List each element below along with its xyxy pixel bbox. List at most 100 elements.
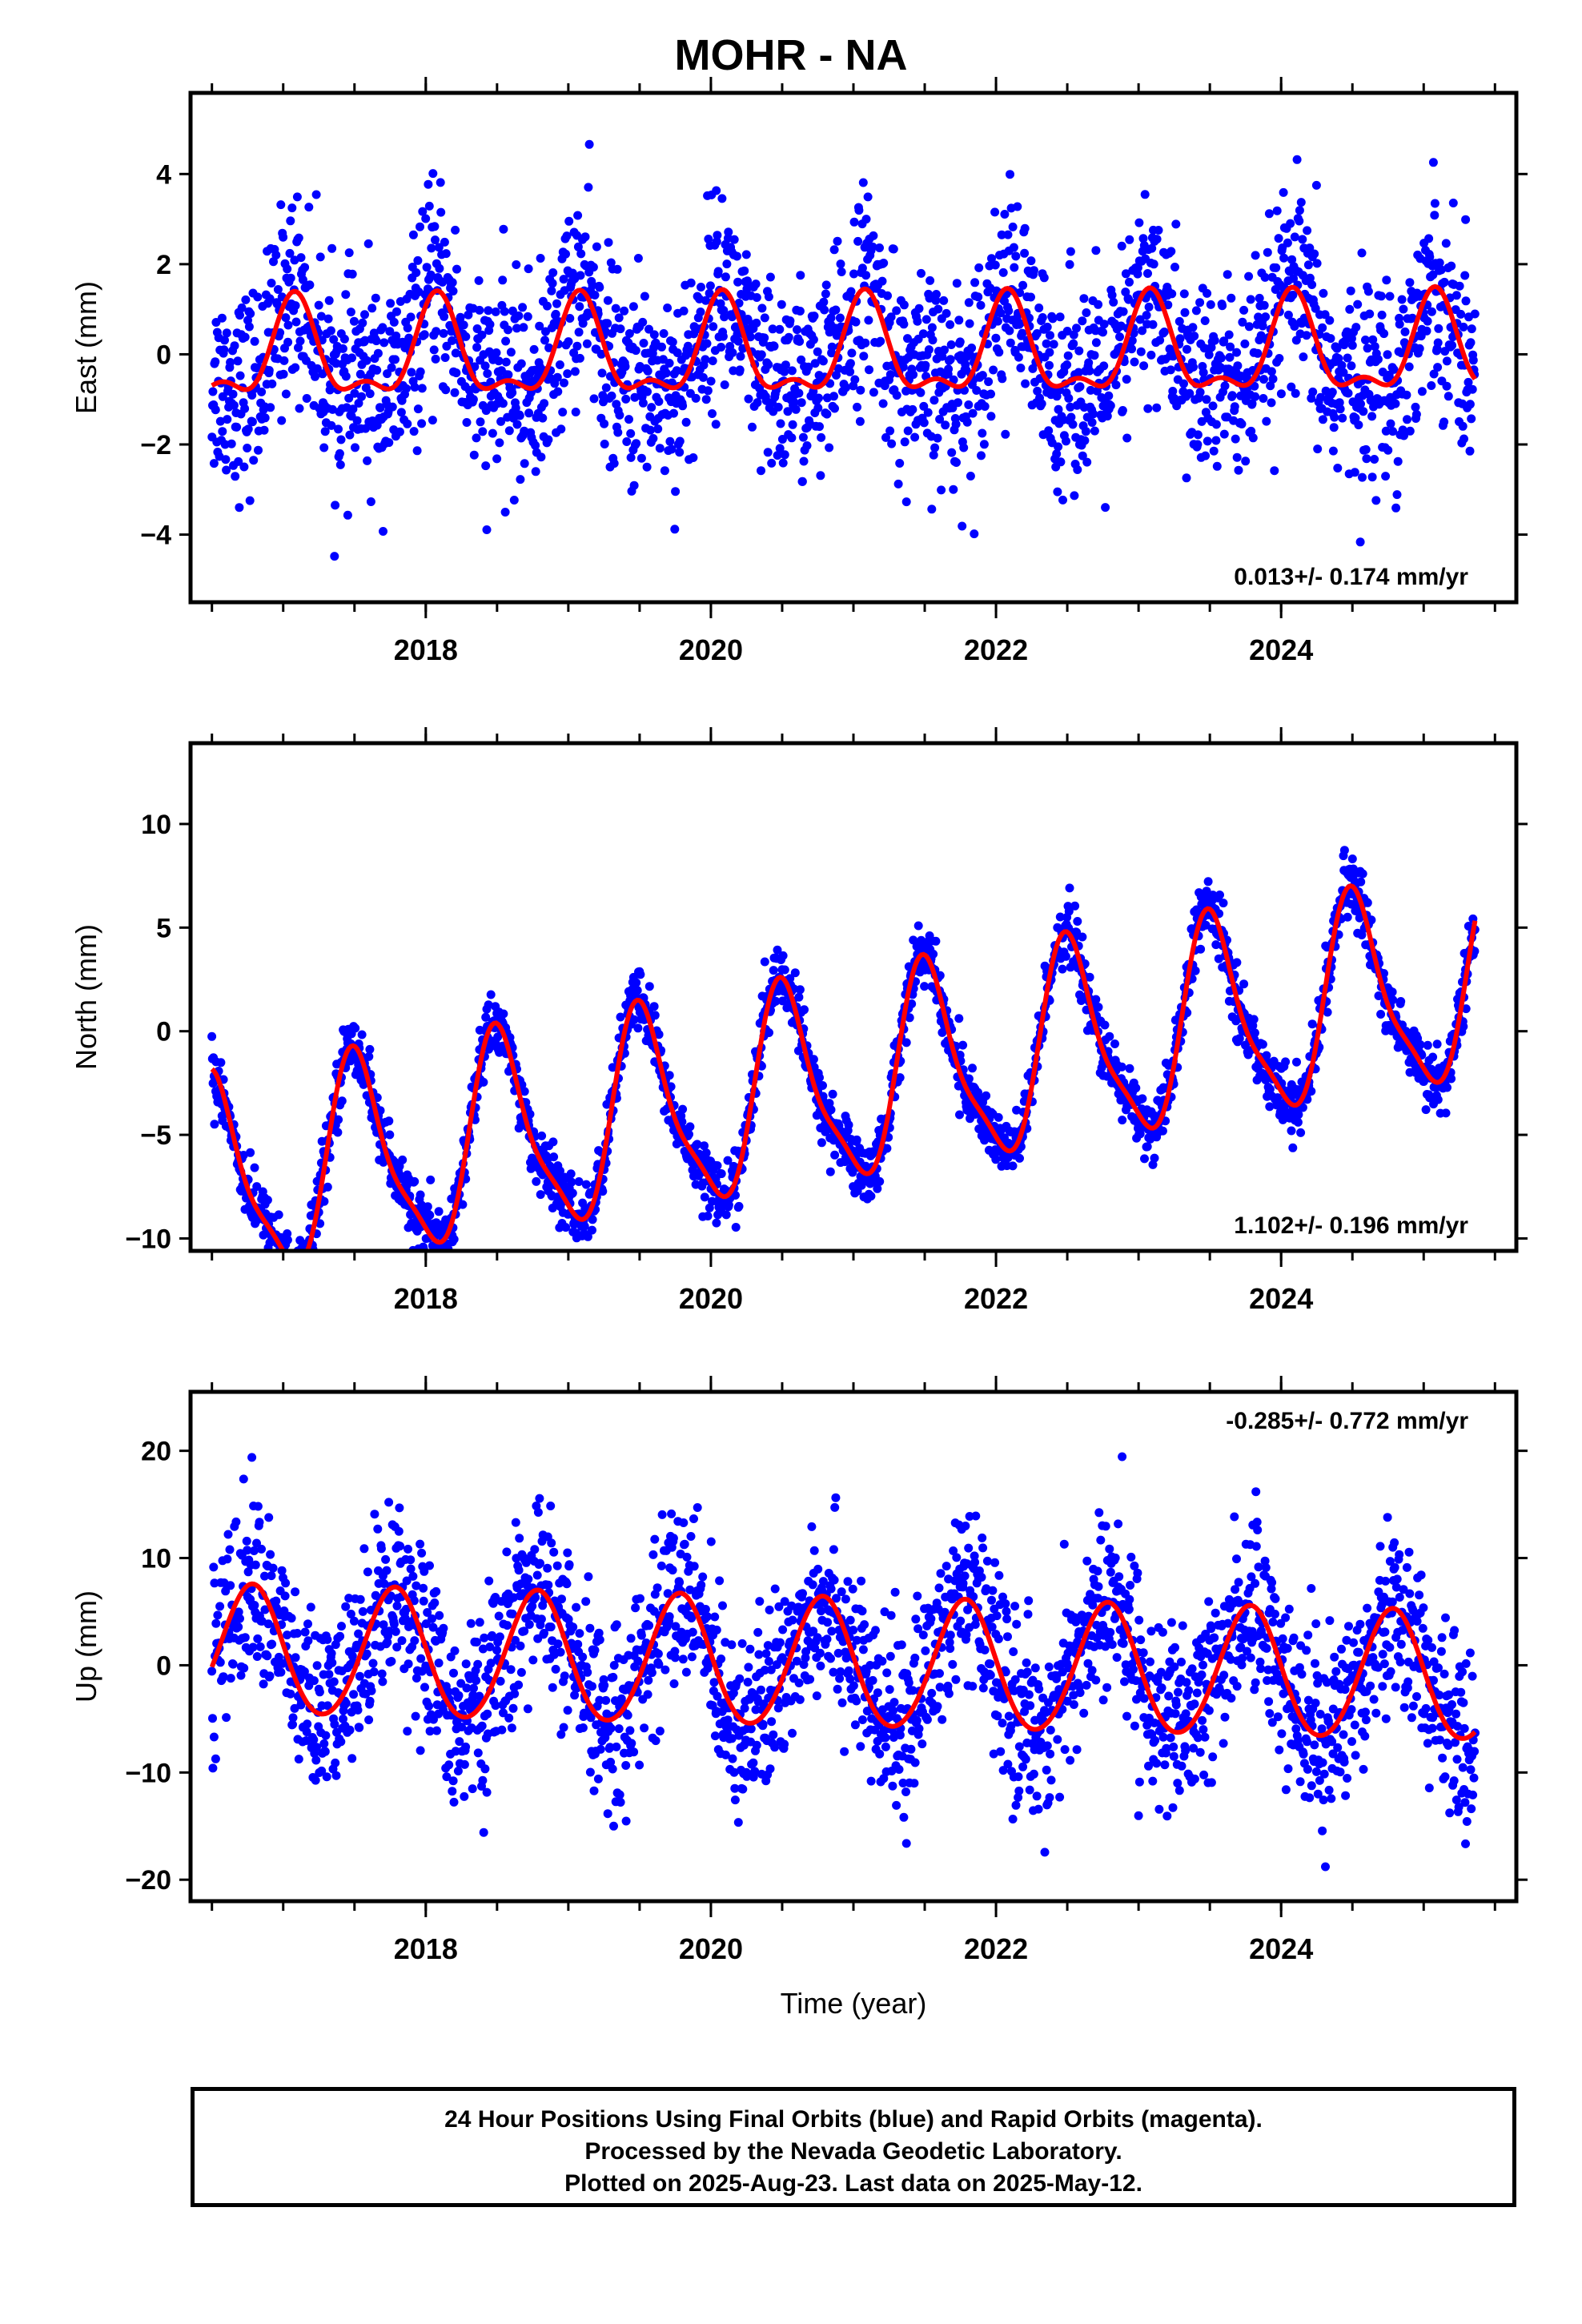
data-point: [292, 192, 302, 202]
data-point: [1200, 316, 1210, 325]
data-point: [484, 1000, 493, 1010]
data-point: [764, 292, 773, 302]
data-point: [481, 461, 491, 471]
data-point: [237, 303, 247, 312]
data-point: [859, 352, 869, 361]
data-point: [582, 339, 592, 348]
data-point: [705, 281, 715, 291]
data-point: [713, 267, 723, 276]
data-point: [580, 1221, 589, 1231]
data-point: [1374, 991, 1383, 1000]
data-point: [1006, 170, 1014, 179]
data-point: [564, 337, 573, 347]
data-point: [1118, 406, 1127, 415]
data-point: [547, 286, 556, 296]
data-point: [1130, 357, 1139, 367]
data-point: [731, 1223, 741, 1232]
data-point: [1208, 401, 1218, 411]
data-point: [1290, 232, 1299, 242]
data-point: [1066, 412, 1076, 422]
data-point: [665, 359, 674, 368]
data-point: [1158, 1126, 1167, 1136]
data-point: [1232, 452, 1242, 462]
data-point: [1335, 404, 1345, 414]
data-point: [913, 316, 922, 326]
data-point: [562, 231, 572, 241]
data-point: [590, 291, 600, 300]
data-point: [875, 1176, 885, 1186]
data-point: [1261, 1076, 1271, 1084]
data-point: [318, 369, 327, 379]
data-point: [1072, 324, 1081, 333]
data-point: [1094, 300, 1103, 309]
data-point: [1062, 436, 1070, 446]
rate-annotation: 0.013+/- 0.174 mm/yr: [1234, 564, 1468, 590]
data-point: [781, 360, 790, 370]
data-point: [1135, 315, 1145, 324]
data-point: [1276, 389, 1286, 399]
data-point: [416, 367, 425, 376]
data-point: [1154, 226, 1163, 235]
data-point: [873, 1184, 882, 1193]
data-point: [304, 203, 314, 212]
data-point: [1429, 369, 1439, 379]
data-point: [1266, 381, 1275, 391]
data-point: [549, 1152, 559, 1162]
data-point: [883, 291, 892, 300]
data-point: [661, 368, 671, 378]
data-point: [857, 263, 867, 273]
data-point: [1134, 218, 1144, 227]
data-point: [601, 383, 611, 392]
data-point: [994, 348, 1004, 357]
data-point: [657, 342, 666, 352]
data-point: [385, 1130, 395, 1140]
data-point: [1396, 997, 1406, 1006]
data-point: [964, 400, 974, 409]
data-point: [462, 418, 472, 427]
data-point: [1042, 339, 1051, 348]
data-point: [283, 320, 293, 330]
data-point: [1447, 261, 1456, 271]
data-point: [1363, 287, 1373, 296]
data-point: [556, 1166, 564, 1176]
data-point: [1238, 317, 1247, 327]
data-point: [1227, 293, 1236, 303]
data-point: [408, 230, 418, 239]
data-point: [744, 394, 753, 404]
data-point: [626, 428, 636, 438]
data-point: [815, 1073, 824, 1083]
data-point: [215, 1658, 225, 1667]
data-point: [285, 1272, 294, 1281]
data-point: [820, 305, 829, 315]
data-point: [1122, 375, 1131, 384]
data-point: [1367, 412, 1377, 421]
data-point: [1044, 426, 1054, 436]
data-point: [548, 1137, 558, 1147]
data-point: [1063, 351, 1073, 360]
data-point: [607, 391, 616, 400]
data-point: [552, 372, 562, 382]
data-point: [923, 408, 933, 417]
data-point: [439, 328, 448, 338]
data-point: [291, 317, 301, 327]
data-point: [222, 1713, 231, 1723]
data-point: [1203, 436, 1212, 446]
data-point: [733, 277, 743, 287]
data-point: [952, 458, 961, 467]
data-point: [787, 433, 797, 443]
data-point: [235, 311, 244, 320]
data-point: [1381, 472, 1391, 481]
data-point: [1144, 302, 1154, 312]
data-point: [1109, 297, 1118, 307]
data-point: [1150, 1153, 1159, 1163]
data-point: [299, 1265, 307, 1273]
data-point: [821, 289, 830, 299]
data-point: [1102, 412, 1112, 421]
data-point: [285, 248, 295, 258]
data-point: [1232, 348, 1242, 357]
data-point: [979, 440, 989, 449]
data-point: [298, 275, 307, 284]
data-point: [986, 389, 995, 399]
data-point: [416, 222, 424, 231]
